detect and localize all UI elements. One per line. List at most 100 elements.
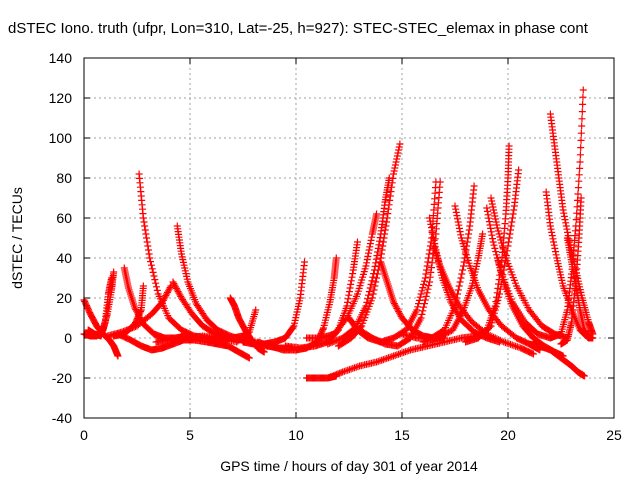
data-point	[141, 222, 149, 230]
tick-labels: 0 5 10 15 20 25 -40 -20 0 20 40 60 80 100 120 140	[49, 50, 622, 443]
data-point	[366, 243, 374, 251]
data-point	[492, 218, 500, 226]
data-point	[176, 291, 184, 299]
data-point	[577, 129, 585, 137]
data-point	[379, 238, 387, 246]
data-point	[444, 328, 452, 336]
data-point	[416, 293, 424, 301]
data-point	[502, 252, 510, 260]
data-point	[165, 285, 173, 293]
x-tick-label: 5	[186, 427, 194, 443]
data-point	[575, 171, 583, 179]
x-tick-label: 20	[500, 427, 516, 443]
data-point	[393, 155, 401, 163]
data-point	[170, 280, 178, 288]
data-point	[144, 242, 152, 250]
data-point	[486, 332, 494, 340]
data-point	[164, 287, 172, 295]
data-point	[490, 206, 498, 214]
data-point	[579, 100, 587, 108]
data-point	[365, 291, 373, 299]
series-arc16	[303, 372, 340, 382]
data-point	[395, 309, 403, 317]
grid	[83, 57, 615, 419]
data-point	[492, 248, 500, 256]
data-point	[148, 265, 156, 273]
data-point	[427, 264, 435, 272]
data-point	[319, 325, 327, 333]
series-arc03	[84, 274, 116, 340]
data-point	[457, 274, 465, 282]
data-point	[363, 256, 371, 264]
data-point	[393, 304, 401, 312]
data-point	[428, 259, 436, 267]
data-point	[427, 268, 435, 276]
data-point	[459, 266, 467, 274]
data-point	[559, 206, 567, 214]
data-point	[508, 218, 516, 226]
y-tick-label: 140	[49, 50, 73, 66]
data-point	[565, 235, 573, 243]
data-point	[174, 288, 182, 296]
data-point	[369, 290, 377, 298]
data-point	[344, 298, 352, 306]
data-point	[175, 289, 183, 297]
data-point	[509, 210, 517, 218]
data-point	[572, 216, 580, 224]
data-point	[172, 284, 180, 292]
chart-title: dSTEC Iono. truth (ufpr, Lon=310, Lat=-2…	[8, 20, 589, 37]
data-point	[548, 232, 556, 240]
data-point	[437, 332, 445, 340]
data-point	[429, 233, 437, 241]
data-point	[420, 277, 428, 285]
data-point	[426, 278, 434, 286]
data-point	[457, 231, 465, 239]
data-point	[452, 208, 460, 216]
data-point	[368, 294, 376, 302]
data-point	[381, 226, 389, 234]
data-point	[578, 115, 586, 123]
data-point	[384, 210, 392, 218]
data-point	[345, 291, 353, 299]
data-point	[465, 226, 473, 234]
data-point	[550, 238, 558, 246]
data-point	[347, 280, 355, 288]
data-point	[549, 235, 557, 243]
data-point	[487, 228, 495, 236]
data-point	[363, 298, 371, 306]
data-point	[505, 238, 513, 246]
data-point	[114, 352, 122, 360]
data-point	[506, 230, 514, 238]
data-point	[456, 278, 464, 286]
data-point	[487, 224, 495, 232]
data-point	[551, 248, 559, 256]
data-point	[494, 296, 502, 304]
data-point	[493, 224, 501, 232]
data-point	[421, 274, 429, 282]
data-point	[149, 268, 157, 276]
data-point	[372, 255, 380, 263]
data-point	[163, 290, 171, 298]
data-point	[158, 298, 166, 306]
data-point	[574, 184, 582, 192]
data-point	[575, 177, 583, 185]
plot-frame	[83, 57, 615, 419]
data-point	[454, 286, 462, 294]
data-point	[547, 225, 555, 233]
data-point	[491, 212, 499, 220]
data-point	[363, 259, 371, 267]
data-point	[395, 143, 403, 151]
data-point	[577, 194, 585, 202]
data-point	[483, 207, 491, 215]
data-point	[429, 230, 437, 238]
data-point	[459, 262, 467, 270]
data-point	[577, 144, 585, 152]
data-point	[451, 202, 459, 210]
data-point	[487, 194, 495, 202]
data-point	[419, 284, 427, 292]
data-point	[395, 146, 403, 154]
data-point	[173, 286, 181, 294]
data-point	[488, 200, 496, 208]
data-point	[484, 211, 492, 219]
data-point	[372, 259, 380, 267]
